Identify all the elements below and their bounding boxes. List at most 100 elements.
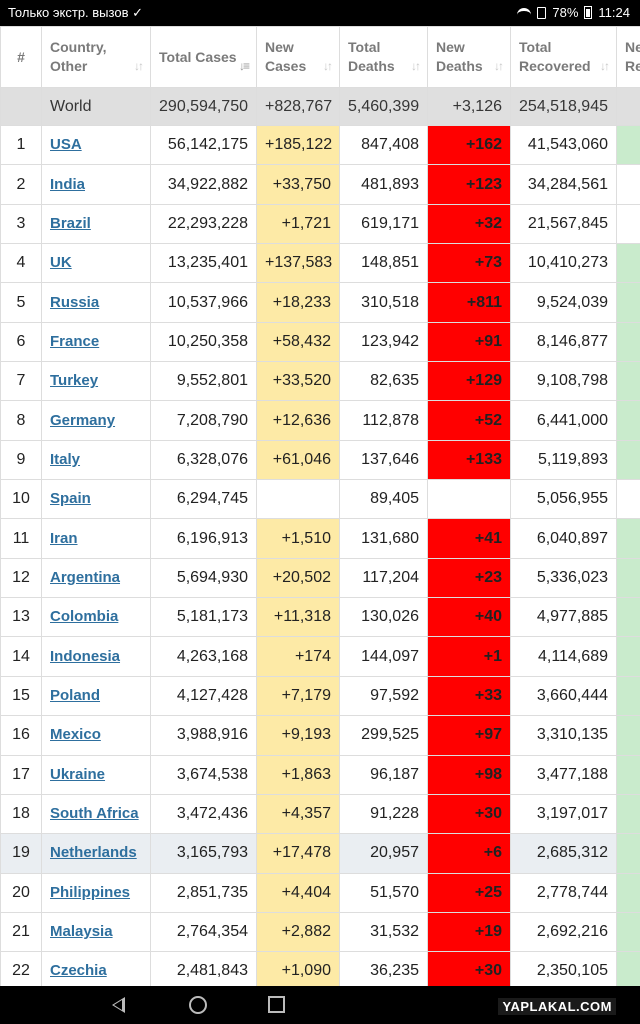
header-new-cases[interactable]: New Cases ↓↑ (256, 26, 340, 88)
country-link[interactable]: Malaysia (50, 923, 113, 941)
row-rank: 1 (0, 124, 42, 166)
wifi-icon (517, 7, 532, 18)
row-new-recovered (616, 479, 640, 520)
country-link[interactable]: Colombia (50, 608, 119, 626)
row-new-deaths: +30 (427, 793, 511, 835)
country-link[interactable]: Argentina (50, 568, 121, 586)
country-link[interactable]: Mexico (50, 726, 101, 744)
row-rank: 11 (0, 518, 42, 559)
row-rank: 4 (0, 243, 42, 284)
row-country: UK (41, 243, 151, 284)
country-link[interactable]: Turkey (50, 372, 99, 390)
country-link[interactable]: UK (50, 254, 72, 272)
row-total-cases: 13,235,401 (150, 243, 257, 284)
row-rank: 21 (0, 911, 42, 953)
row-total-deaths: 36,235 (339, 951, 428, 986)
row-rank: 6 (0, 321, 42, 363)
row-new-cases: +2,882 (256, 911, 340, 953)
row-total-recovered: 6,441,000 (510, 400, 617, 441)
country-link[interactable]: Iran (50, 529, 78, 547)
row-new-cases: +174 (256, 636, 340, 677)
row-total-recovered: 5,336,023 (510, 557, 617, 599)
row-total-recovered: 5,119,893 (510, 439, 617, 481)
header-total-deaths[interactable]: Total Deaths ↓↑ (339, 26, 428, 88)
battery-percent: 78% (552, 5, 579, 20)
row-rank: 2 (0, 164, 42, 205)
back-triangle-icon[interactable] (112, 997, 125, 1013)
header-new-deaths[interactable]: New Deaths ↓↑ (427, 26, 511, 88)
country-link[interactable]: France (50, 332, 100, 350)
country-link[interactable]: Philippines (50, 883, 131, 901)
table-row: 6 France 10,250,358 +58,432 123,942 +91 8,146,… (0, 321, 640, 363)
world-new-recovered (616, 87, 640, 126)
country-link[interactable]: Indonesia (50, 647, 121, 665)
status-bar: Только экстр. вызов ✓ 78% 11:24 (0, 0, 640, 26)
row-total-deaths: 137,646 (339, 439, 428, 481)
country-link[interactable]: Germany (50, 411, 116, 429)
header-total-cases[interactable]: Total Cases ↓≡ (150, 26, 257, 88)
header-total-cases-label: Total Cases (159, 48, 237, 65)
country-link[interactable]: Italy (50, 450, 81, 468)
row-new-deaths: +97 (427, 715, 511, 756)
row-new-deaths: +40 (427, 597, 511, 638)
row-total-deaths: 481,893 (339, 164, 428, 205)
country-link[interactable]: India (50, 175, 86, 193)
country-link[interactable]: Czechia (50, 962, 107, 980)
table-row: 9 Italy 6,328,076 +61,046 137,646 +133 5,119,8… (0, 439, 640, 481)
country-link[interactable]: USA (50, 136, 82, 154)
row-country: Czechia (41, 951, 151, 986)
row-new-cases: +18,233 (256, 282, 340, 323)
row-country: South Africa (41, 793, 151, 835)
row-country: Argentina (41, 557, 151, 599)
header-new-cases-label: New Cases (265, 39, 307, 74)
table-row: 17 Ukraine 3,674,538 +1,863 96,187 +98 3,477,1… (0, 754, 640, 795)
battery-icon (584, 6, 593, 19)
row-total-cases: 2,764,354 (150, 911, 257, 953)
header-country[interactable]: Country, Other ↓↑ (41, 26, 151, 88)
header-total-recovered[interactable]: Total Recovered ↓↑ (510, 26, 617, 88)
row-total-deaths: 117,204 (339, 557, 428, 599)
row-new-deaths: +811 (427, 282, 511, 323)
covid-table-container[interactable]: # Country, Other ↓↑ Total Cases ↓≡ New C… (0, 26, 640, 986)
country-link[interactable]: Ukraine (50, 765, 106, 783)
row-country: Netherlands (41, 833, 151, 874)
row-total-recovered: 4,114,689 (510, 636, 617, 677)
row-total-cases: 56,142,175 (150, 124, 257, 166)
country-link[interactable]: South Africa (50, 805, 139, 823)
table-row: 22 Czechia 2,481,843 +1,090 36,235 +30 2,350,1… (0, 951, 640, 986)
row-new-cases: +4,357 (256, 793, 340, 835)
country-link[interactable]: Netherlands (50, 844, 137, 862)
row-country: Colombia (41, 597, 151, 638)
row-new-deaths: +32 (427, 203, 511, 245)
header-country-label: Country, Other (50, 39, 107, 74)
row-new-cases: +185,122 (256, 124, 340, 166)
row-new-recovered (616, 911, 640, 953)
recents-square-icon[interactable] (268, 996, 285, 1013)
world-new-deaths: +3,126 (427, 87, 511, 126)
row-new-deaths: +33 (427, 675, 511, 717)
world-new-cases: +828,767 (256, 87, 340, 126)
row-total-recovered: 8,146,877 (510, 321, 617, 363)
row-total-deaths: 148,851 (339, 243, 428, 284)
home-circle-icon[interactable] (189, 996, 207, 1014)
country-link[interactable]: Poland (50, 686, 101, 704)
row-total-recovered: 9,524,039 (510, 282, 617, 323)
row-total-deaths: 91,228 (339, 793, 428, 835)
row-rank: 3 (0, 203, 42, 245)
row-total-cases: 5,181,173 (150, 597, 257, 638)
row-total-recovered: 5,056,955 (510, 479, 617, 520)
row-total-recovered: 3,660,444 (510, 675, 617, 717)
header-new-recovered[interactable]: Ne Re (616, 26, 640, 88)
row-total-recovered: 2,692,216 (510, 911, 617, 953)
row-total-recovered: 3,477,188 (510, 754, 617, 795)
row-country: Ukraine (41, 754, 151, 795)
table-row: 18 South Africa 3,472,436 +4,357 91,228 +30 3,… (0, 793, 640, 835)
sort-icon: ↓↑ (411, 59, 421, 73)
row-new-cases: +9,193 (256, 715, 340, 756)
header-new-deaths-label: New Deaths (436, 39, 483, 74)
country-link[interactable]: Spain (50, 490, 91, 508)
row-country: USA (41, 124, 151, 166)
row-total-deaths: 619,171 (339, 203, 428, 245)
country-link[interactable]: Russia (50, 293, 100, 311)
country-link[interactable]: Brazil (50, 214, 91, 232)
